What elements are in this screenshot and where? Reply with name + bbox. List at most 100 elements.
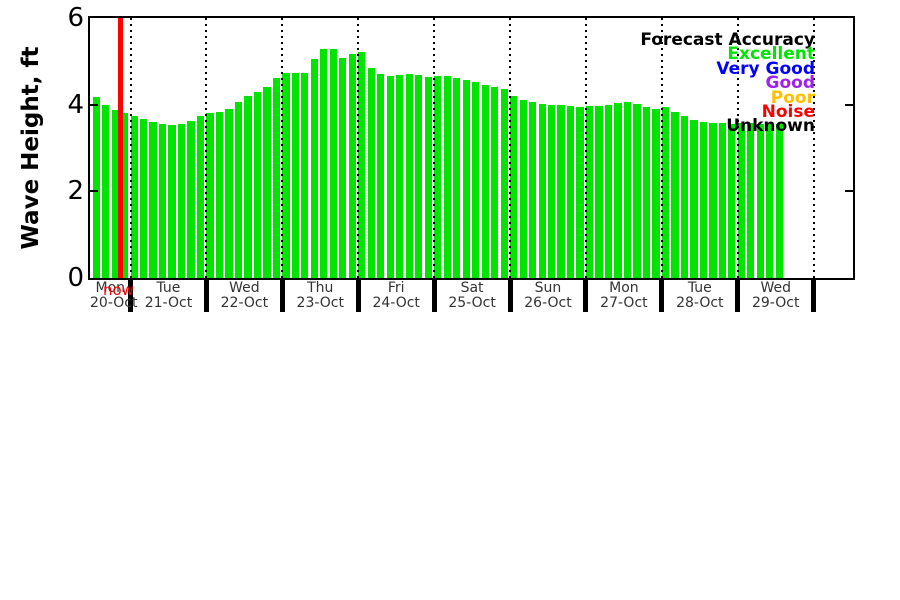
- y-tick-mark: [845, 190, 853, 193]
- wave-height-bar: [576, 107, 584, 278]
- y-tick-mark: [90, 103, 98, 106]
- wave-height-bar: [623, 102, 632, 278]
- wave-height-bar: [291, 72, 299, 278]
- legend: Forecast Accuracy Excellent Very Good Good…: [640, 31, 815, 137]
- day-gridline: [584, 18, 587, 278]
- wave-height-bar: [272, 77, 281, 278]
- day-name-label: Wed: [760, 280, 791, 296]
- y-tick-label: 2: [67, 176, 84, 207]
- wave-height-bar: [244, 96, 252, 278]
- y-tick-mark: [845, 103, 853, 106]
- day-gridline: [660, 18, 663, 278]
- y-tick-label: 0: [67, 263, 84, 293]
- wave-height-bar: [728, 123, 736, 278]
- wave-height-bar: [253, 91, 262, 278]
- wave-height-bar: [690, 119, 698, 278]
- day-gridline: [509, 18, 512, 278]
- day-date-label: 24-Oct: [372, 295, 420, 311]
- day-name-label: Mon: [95, 280, 126, 296]
- wave-height-bar: [462, 80, 470, 278]
- wave-height-bar: [405, 73, 413, 278]
- wave-height-bar: [510, 95, 518, 278]
- day-name-label: Thu: [307, 280, 334, 296]
- y-tick-label: 6: [67, 3, 84, 33]
- y-axis-title: Wave Height, ft: [18, 46, 44, 250]
- day-tick: [811, 278, 817, 312]
- day-date-label: 26-Oct: [524, 295, 572, 311]
- wave-height-bar: [519, 99, 527, 278]
- wave-height-bar: [718, 123, 726, 278]
- wave-height-bar: [661, 106, 670, 278]
- wave-height-bar: [339, 58, 347, 278]
- legend-entry-good: Good: [765, 73, 815, 94]
- wave-height-bar: [168, 125, 176, 278]
- wave-height-bar: [548, 105, 556, 278]
- wave-height-bar: [557, 105, 565, 278]
- day-tick: [431, 278, 437, 312]
- day-gridline: [129, 18, 132, 278]
- day-date-label: 22-Oct: [220, 295, 269, 311]
- day-gridline: [433, 18, 436, 278]
- wave-height-bar: [585, 106, 594, 278]
- day-gridline: [736, 18, 739, 278]
- day-gridline: [812, 18, 815, 278]
- day-date-label: 28-Oct: [676, 295, 724, 311]
- y-tick-mark: [90, 190, 98, 193]
- wave-height-bar: [102, 105, 110, 278]
- day-name-label: Sun: [534, 280, 562, 296]
- y-tick-label: 4: [67, 89, 84, 120]
- x-tick-label: Fri 24-Oct: [358, 281, 434, 311]
- day-date-label: 25-Oct: [448, 295, 496, 311]
- wave-height-bar: [633, 104, 641, 278]
- x-tick-label: Mon 20-Oct: [90, 280, 138, 311]
- wave-height-bar: [320, 49, 328, 278]
- day-tick: [128, 278, 133, 312]
- wave-height-bar: [491, 87, 499, 278]
- legend-entry-very-good: Very Good: [716, 58, 815, 79]
- day-name-label: Wed: [229, 280, 260, 296]
- wave-height-bar: [177, 123, 186, 278]
- x-tick-label: Tue 28-Oct: [662, 281, 738, 311]
- x-tick-label: Tue 21-Oct: [131, 281, 207, 311]
- wave-height-bar: [642, 107, 651, 278]
- legend-entry-poor: Poor: [770, 87, 815, 108]
- wave-height-bar: [775, 124, 783, 278]
- wave-height-bar: [367, 68, 375, 278]
- wave-height-bar: [310, 59, 318, 278]
- wave-height-bar: [139, 119, 148, 278]
- wave-height-bar: [652, 109, 660, 278]
- wave-height-bar: [196, 116, 205, 278]
- x-tick-label: Thu 23-Oct: [282, 281, 358, 311]
- wave-height-bar: [263, 86, 271, 278]
- day-date-label: 23-Oct: [296, 295, 344, 311]
- x-tick-label: Mon 27-Oct: [586, 281, 662, 311]
- day-tick: [735, 278, 741, 312]
- wave-height-bar: [386, 76, 394, 278]
- wave-height-bar: [215, 112, 224, 278]
- legend-entry-unknown: Unknown: [726, 116, 815, 137]
- wave-height-bar: [434, 76, 442, 278]
- wave-height-bar: [424, 77, 432, 278]
- day-tick: [355, 278, 361, 312]
- wave-height-bar: [453, 77, 461, 278]
- wave-height-bar: [358, 51, 366, 278]
- day-date-label: 21-Oct: [144, 295, 193, 311]
- wave-height-bar: [604, 104, 613, 278]
- wave-height-bar: [595, 105, 603, 278]
- wave-height-bar: [187, 120, 195, 278]
- x-tick-label: Wed 22-Oct: [206, 281, 282, 311]
- x-tick-label: Sun 26-Oct: [510, 281, 586, 311]
- day-date-label: 20-Oct: [90, 295, 138, 311]
- now-label: now: [103, 281, 134, 299]
- wave-height-bar: [121, 113, 129, 278]
- day-name-label: Sat: [460, 280, 484, 296]
- wave-height-bar: [680, 116, 689, 278]
- wave-height-bar: [158, 124, 167, 278]
- wave-height-bar: [234, 101, 243, 278]
- day-name-label: Mon: [609, 280, 639, 296]
- wave-height-bar: [529, 102, 537, 278]
- now-line: [118, 18, 123, 278]
- wave-height-bar: [206, 113, 214, 278]
- wave-height-bar: [766, 124, 774, 278]
